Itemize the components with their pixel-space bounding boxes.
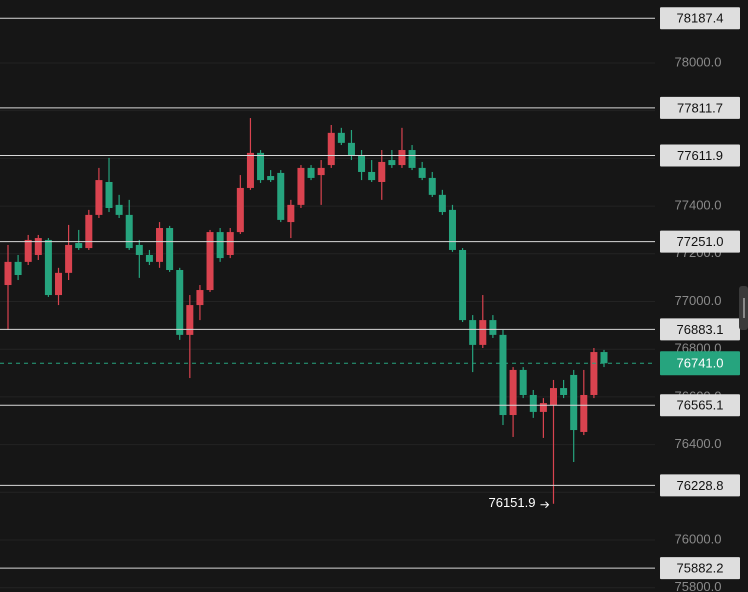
candle-body (246, 152, 254, 188)
candle-body (277, 172, 285, 220)
current-price-label: 76741.0 (677, 356, 724, 371)
candle-body (55, 272, 63, 296)
candle-body (216, 232, 224, 259)
candle-body (479, 320, 487, 345)
candle-body (347, 142, 355, 156)
candle-body (65, 244, 73, 273)
candle-body (438, 194, 446, 213)
price-label: 78187.4 (677, 11, 724, 26)
candle-body (570, 374, 578, 431)
candle-body (24, 239, 32, 262)
candle-body (115, 204, 123, 215)
candle-body (519, 369, 527, 395)
low-annotation-arrow (540, 501, 550, 509)
y-tick-label: 77000.0 (675, 293, 722, 308)
price-lines: 78187.4 77811.7 77611.9 77251.0 76883.1 76565… (0, 7, 740, 580)
candle-body (145, 254, 153, 262)
candle-body (4, 261, 12, 286)
price-label: 75882.2 (677, 561, 724, 576)
candle-body (459, 249, 467, 321)
candle-body (287, 204, 295, 223)
price-label-box (660, 557, 740, 580)
candle-body (297, 167, 305, 205)
candle-body (156, 228, 164, 262)
candle-body (85, 214, 93, 249)
candle-body (226, 232, 234, 255)
candle-body (196, 290, 204, 306)
price-label-box (660, 230, 740, 253)
candle-body (469, 320, 477, 345)
candle-body (186, 305, 194, 335)
candle-body (135, 244, 143, 255)
current-price-box (660, 351, 740, 376)
price-label-box (660, 318, 740, 341)
candle-body (317, 167, 325, 176)
candle-body (358, 155, 366, 172)
candle-body (499, 334, 507, 416)
price-label-box (660, 394, 740, 417)
candle-body (448, 209, 456, 250)
candle-body (307, 167, 315, 178)
y-tick-label: 76400.0 (675, 436, 722, 451)
price-label: 76565.1 (677, 398, 724, 413)
y-tick-label: 78000.0 (675, 54, 722, 69)
candle-body (408, 150, 416, 168)
candle-body (560, 388, 568, 395)
price-label: 77611.9 (677, 148, 723, 163)
candle-body (166, 228, 174, 271)
candle-body (75, 243, 83, 249)
price-label: 76228.8 (677, 478, 724, 493)
price-label-box (660, 144, 740, 167)
price-label-box (660, 96, 740, 119)
y-tick-label: 75800.0 (675, 579, 722, 592)
price-label-box (660, 474, 740, 497)
candle-body (600, 352, 608, 364)
candle-body (95, 180, 103, 215)
candle-body (388, 160, 396, 166)
candle-body (105, 181, 113, 208)
candles: 76151.9 (4, 118, 608, 510)
candle-body (257, 152, 265, 181)
price-label-box (660, 7, 740, 30)
candle-body (44, 239, 52, 296)
y-tick-label: 76000.0 (675, 531, 722, 546)
candle-body (418, 167, 426, 178)
candle-body (529, 394, 537, 412)
candle-body (509, 369, 517, 416)
candle-body (489, 320, 497, 335)
candle-body (236, 187, 244, 233)
low-annotation: 76151.9 (488, 495, 535, 510)
candle-body (428, 177, 436, 195)
candle-body (590, 352, 598, 395)
candle-body (14, 261, 22, 276)
candle-body (125, 214, 133, 249)
candle-body (378, 161, 386, 182)
candle-body (327, 132, 335, 166)
candle-body (267, 176, 275, 181)
candle-body (368, 171, 376, 181)
candle-body (539, 403, 547, 412)
candle-body (34, 238, 42, 255)
price-label: 77811.7 (677, 100, 723, 115)
candle-body (549, 388, 557, 406)
y-tick-label: 77400.0 (675, 198, 722, 213)
price-label: 77251.0 (677, 234, 724, 249)
candle-body (176, 270, 184, 335)
candle-body (580, 394, 588, 432)
candle-body (398, 150, 406, 166)
price-label: 76883.1 (677, 322, 724, 337)
grid (0, 62, 655, 589)
candle-body (337, 132, 345, 143)
candle-body (206, 232, 214, 291)
